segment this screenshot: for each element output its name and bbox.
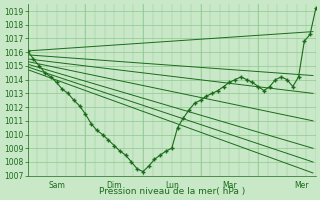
Text: Mar: Mar <box>222 181 237 190</box>
Text: Sam: Sam <box>48 181 65 190</box>
Text: Dim: Dim <box>106 181 122 190</box>
Text: Mer: Mer <box>294 181 309 190</box>
Text: Lun: Lun <box>165 181 179 190</box>
X-axis label: Pression niveau de la mer( hPa ): Pression niveau de la mer( hPa ) <box>99 187 245 196</box>
